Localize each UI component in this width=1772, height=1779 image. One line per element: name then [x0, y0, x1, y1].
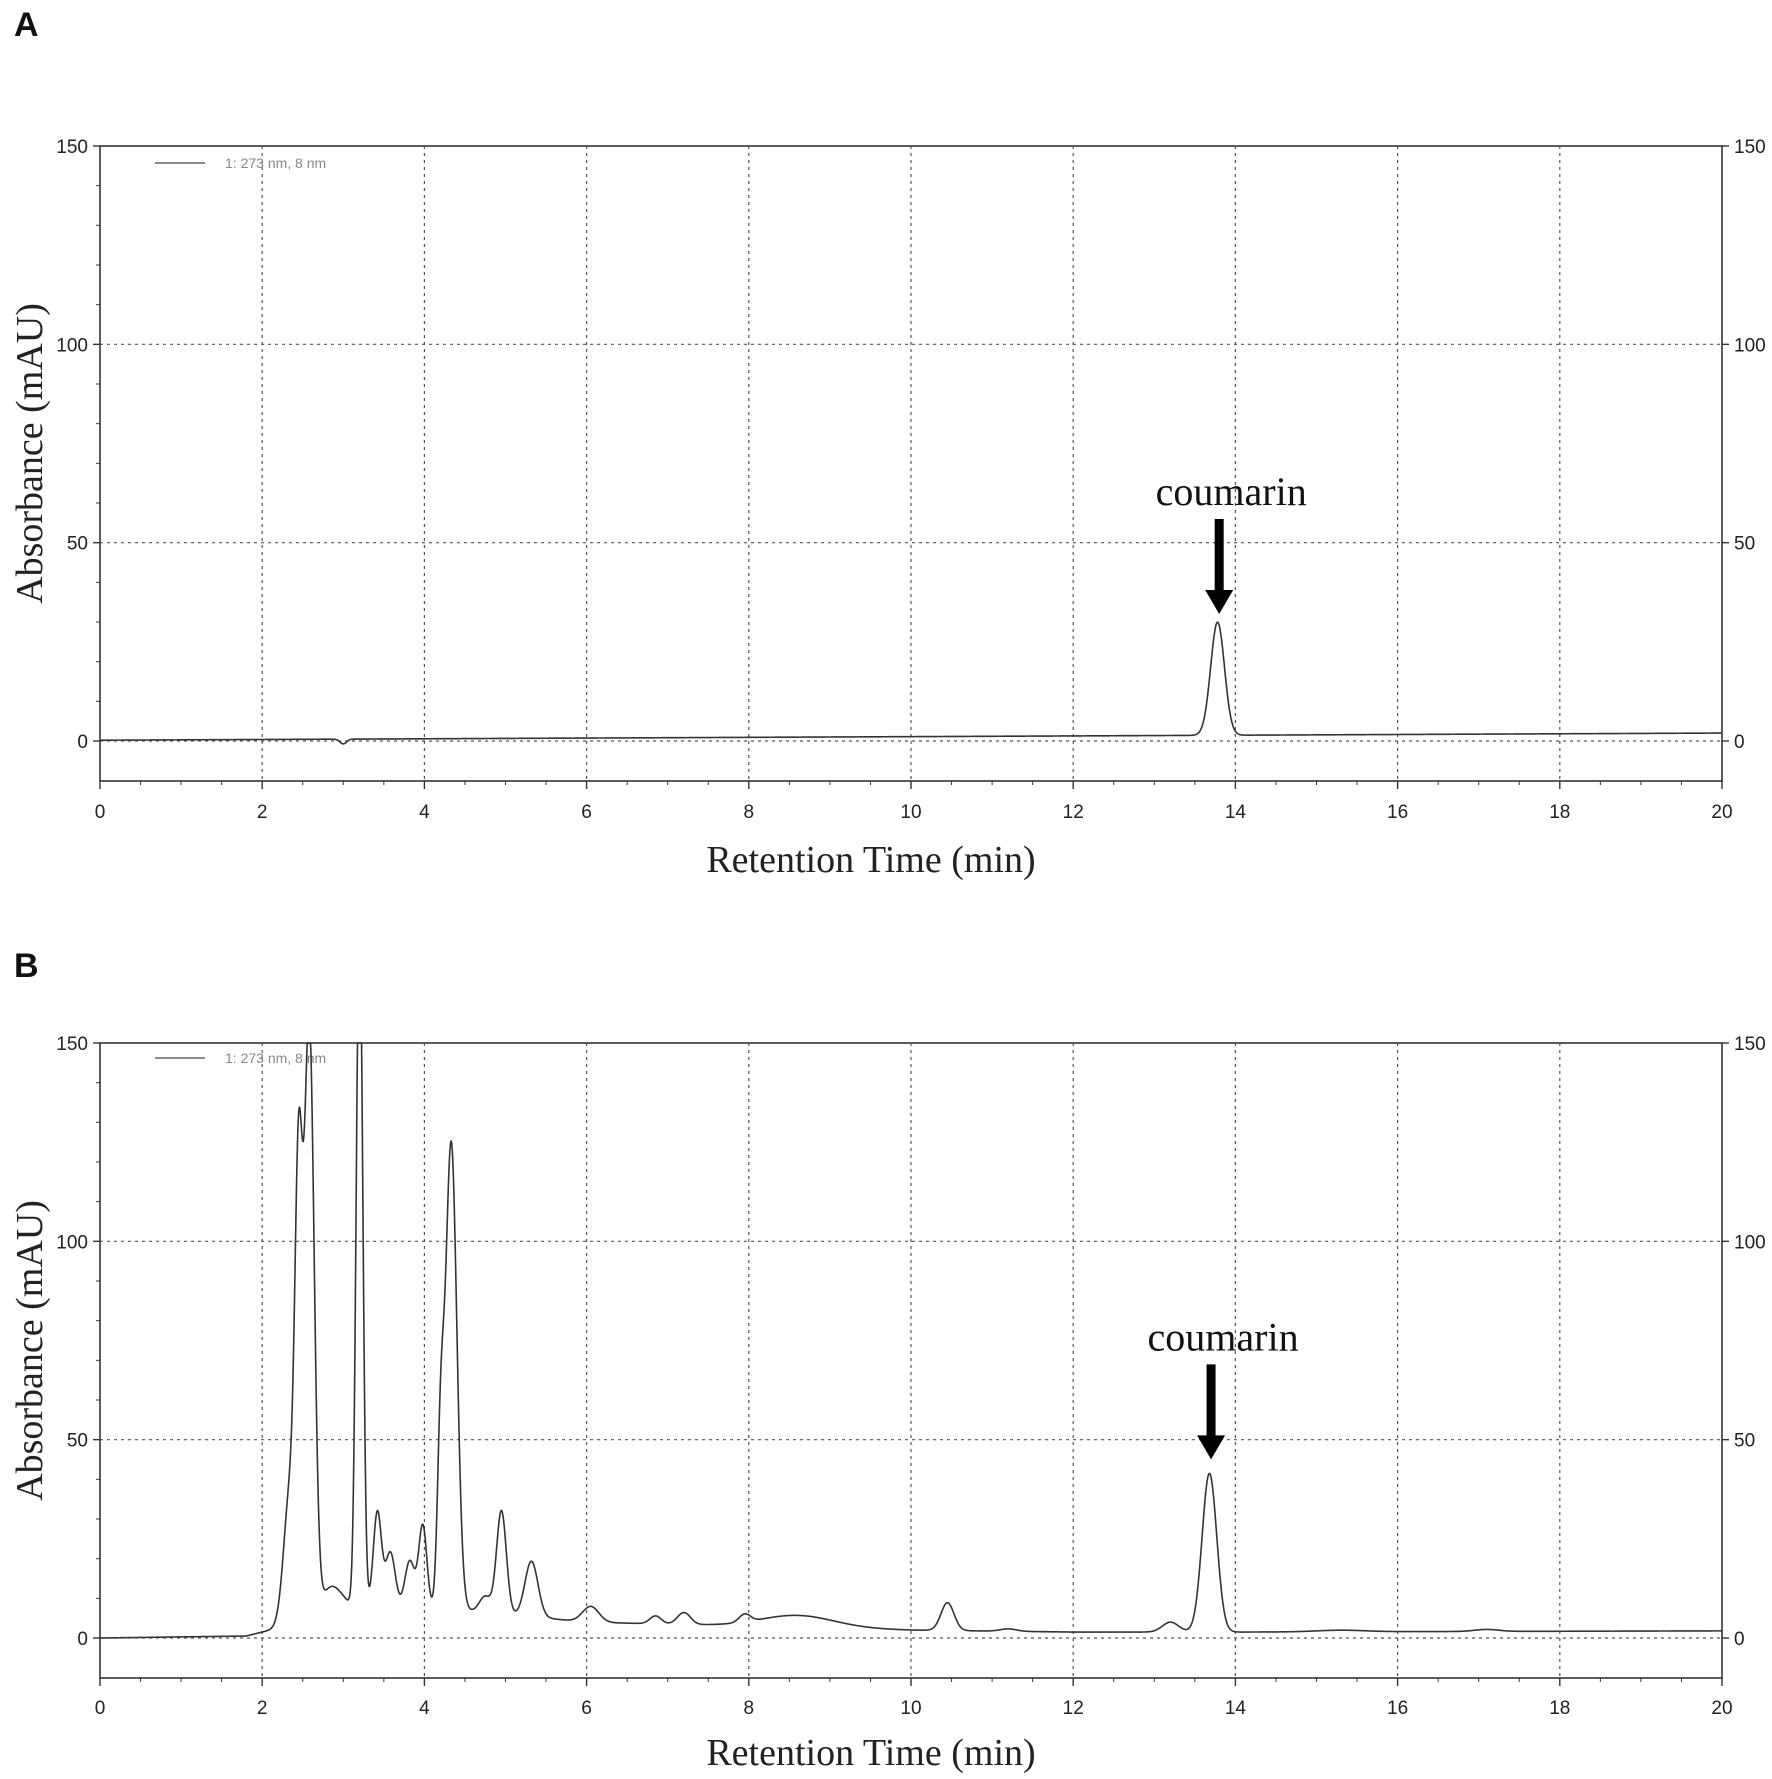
- chromatogram-trace: [99, 621, 1723, 745]
- annotation-arrow-head: [1205, 589, 1234, 614]
- y-tick-label: 0: [77, 1629, 88, 1650]
- annotation-arrow-head: [1197, 1435, 1226, 1460]
- legend-label: 1: 273 nm, 8 nm: [225, 155, 326, 171]
- panel-label: B: [14, 947, 39, 985]
- x-tick-label: 18: [1549, 1698, 1570, 1719]
- x-tick-label: 14: [1225, 1698, 1247, 1719]
- chart-panel-A: A 0 2 4 6 8 10 12 14 16 18 20 0 0 50 50 100 100 150 150 1: 2…: [9, 6, 1766, 881]
- y-right-tick-label: 100: [1734, 335, 1766, 356]
- y-tick-label: 150: [56, 1034, 88, 1055]
- x-tick-label: 0: [95, 1698, 106, 1719]
- y-right-tick-label: 50: [1734, 534, 1755, 555]
- x-tick-label: 2: [257, 1698, 268, 1719]
- y-tick-label: 150: [56, 137, 88, 158]
- chart-panel-B: B 0 2 4 6 8 10 12 14 16 18 20 0 0 50 50 100 100 150 150 1: 2…: [9, 947, 1766, 1774]
- x-tick-label: 6: [581, 802, 592, 823]
- x-tick-label: 2: [257, 802, 268, 823]
- x-tick-label: 10: [900, 802, 921, 823]
- x-tick-label: 18: [1549, 802, 1570, 823]
- x-tick-label: 8: [744, 1698, 755, 1719]
- x-axis-title: Retention Time (min): [706, 1732, 1035, 1774]
- y-right-tick-label: 0: [1734, 732, 1745, 753]
- x-tick-label: 4: [419, 802, 430, 823]
- annotation-label: coumarin: [1156, 469, 1307, 514]
- x-tick-label: 20: [1711, 1698, 1732, 1719]
- y-tick-label: 100: [56, 1232, 88, 1253]
- x-axis-title: Retention Time (min): [706, 839, 1035, 881]
- y-right-tick-label: 150: [1734, 137, 1766, 158]
- y-right-tick-label: 50: [1734, 1431, 1755, 1452]
- x-tick-label: 16: [1387, 802, 1408, 823]
- chromatogram-trace: [99, 1042, 1723, 1639]
- x-tick-label: 12: [1063, 1698, 1084, 1719]
- x-tick-label: 6: [581, 1698, 592, 1719]
- x-tick-label: 12: [1063, 802, 1084, 823]
- x-tick-label: 14: [1225, 802, 1247, 823]
- legend-label: 1: 273 nm, 8 nm: [225, 1050, 326, 1066]
- y-axis-title: Absorbance (mAU): [9, 1200, 51, 1501]
- x-tick-label: 20: [1711, 802, 1732, 823]
- x-tick-label: 16: [1387, 1698, 1408, 1719]
- x-tick-label: 8: [744, 802, 755, 823]
- x-tick-label: 4: [419, 1698, 430, 1719]
- y-right-tick-label: 0: [1734, 1629, 1745, 1650]
- y-axis-title: Absorbance (mAU): [9, 303, 51, 604]
- y-right-tick-label: 100: [1734, 1232, 1766, 1253]
- y-tick-label: 0: [77, 732, 88, 753]
- panel-label: A: [14, 6, 39, 44]
- x-tick-label: 0: [95, 802, 106, 823]
- y-tick-label: 50: [67, 1431, 88, 1452]
- y-tick-label: 100: [56, 335, 88, 356]
- annotation-label: coumarin: [1148, 1314, 1299, 1359]
- y-right-tick-label: 150: [1734, 1034, 1766, 1055]
- y-tick-label: 50: [67, 534, 88, 555]
- x-tick-label: 10: [900, 1698, 921, 1719]
